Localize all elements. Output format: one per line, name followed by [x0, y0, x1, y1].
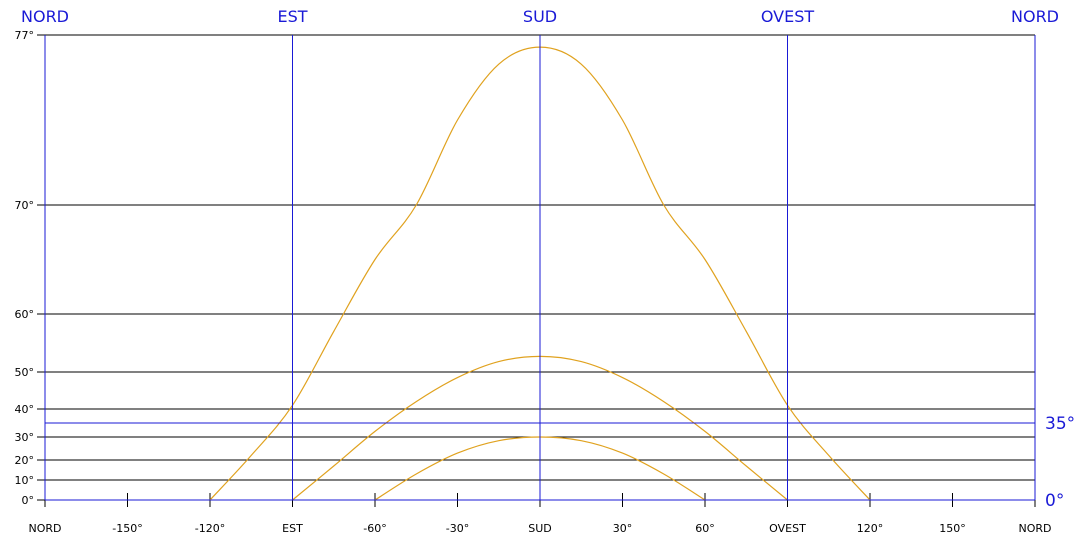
y-tick-label: 70°: [15, 199, 35, 212]
x-tick-label: OVEST: [769, 522, 806, 535]
y-tick-label: 10°: [15, 474, 35, 487]
cardinal-label: OVEST: [761, 7, 815, 26]
y-tick-label: 77°: [15, 29, 35, 42]
x-tick-label: 60°: [695, 522, 715, 535]
x-tick-label: 30°: [613, 522, 633, 535]
y-tick-label: 20°: [15, 454, 35, 467]
y-tick-label: 0°: [22, 494, 35, 507]
x-tick-label: -120°: [195, 522, 225, 535]
x-tick-label: -150°: [112, 522, 142, 535]
cardinal-label: EST: [277, 7, 307, 26]
grid-layer: [37, 34, 1036, 507]
reference-label: 35°: [1045, 414, 1075, 434]
x-tick-label: NORD: [29, 522, 62, 535]
y-tick-label: 50°: [15, 366, 35, 379]
x-tick-label: -60°: [363, 522, 386, 535]
reference-label: 0°: [1045, 491, 1064, 511]
x-tick-label: 120°: [857, 522, 884, 535]
x-tick-label: -30°: [446, 522, 469, 535]
cardinal-label: NORD: [21, 7, 69, 26]
cardinal-label: NORD: [1011, 7, 1059, 26]
cardinal-label: SUD: [523, 7, 557, 26]
y-tick-label: 60°: [15, 308, 35, 321]
x-tick-label: EST: [282, 522, 303, 535]
x-tick-label: SUD: [528, 522, 552, 535]
y-tick-label: 30°: [15, 431, 35, 444]
labels-layer: 0° 10° 20° 30° 40° 50° 60° 70° 77° 35° 0° NORD EST SU…: [15, 7, 1076, 535]
x-tick-label: NORD: [1019, 522, 1052, 535]
cardinal-lines-layer: [44, 35, 1036, 501]
x-tick-label: 150°: [939, 522, 966, 535]
y-tick-label: 40°: [15, 403, 35, 416]
